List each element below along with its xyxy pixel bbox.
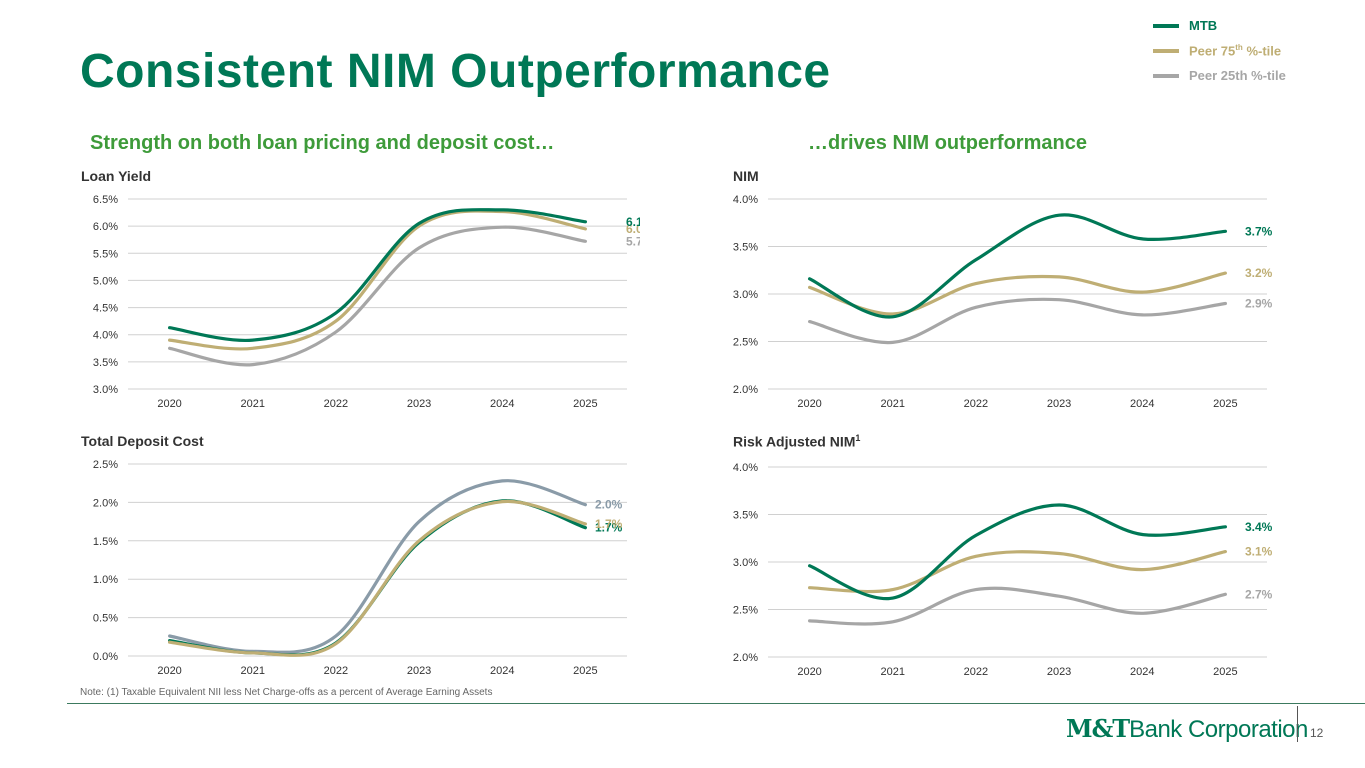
legend-item-mtb: MTB [1153, 13, 1286, 38]
y-tick-label: 2.0% [733, 652, 758, 664]
y-tick-label: 5.0% [93, 275, 118, 287]
data-label-peer-25th-tile: 2.0% [595, 498, 623, 512]
chart-title-nim: NIM [733, 168, 759, 184]
footnote: Note: (1) Taxable Equivalent NII less Ne… [80, 687, 493, 698]
x-tick-label: 2021 [881, 666, 905, 678]
y-tick-label: 5.5% [93, 248, 118, 260]
y-tick-label: 2.0% [733, 384, 758, 396]
slide-title: Consistent NIM Outperformance [80, 45, 831, 98]
series-line-mtb [808, 213, 1227, 319]
series-line-peer-75th-tile [808, 550, 1227, 594]
y-tick-label: 2.0% [93, 497, 118, 509]
data-label-peer-75th-tile: 3.1% [1245, 545, 1273, 559]
chart-title-loan-yield: Loan Yield [81, 168, 152, 184]
y-tick-label: 4.5% [93, 303, 118, 315]
data-label-peer-75th-tile: 6.0% [626, 222, 640, 236]
series-line-mtb [168, 208, 587, 343]
y-tick-label: 3.5% [93, 357, 118, 369]
legend-item-peer-25: Peer 25th %-tile [1153, 63, 1286, 88]
data-label-mtb: 3.7% [1245, 224, 1273, 238]
right-section-heading: …drives NIM outperformance [808, 132, 1087, 154]
y-tick-label: 2.5% [93, 459, 118, 471]
series-line-peer-25th-tile [808, 297, 1227, 345]
page-number-divider [1297, 706, 1298, 742]
x-tick-label: 2024 [490, 398, 514, 410]
series-line-peer-25th-tile [168, 479, 587, 654]
legend-swatch-peer-75 [1153, 48, 1179, 53]
series-line-peer-25th-tile [808, 586, 1227, 626]
x-tick-label: 2021 [881, 398, 905, 410]
series-line-peer-75th-tile [168, 209, 587, 351]
y-tick-label: 2.5% [733, 605, 758, 617]
series-line-mtb [808, 503, 1227, 601]
y-tick-label: 3.5% [733, 242, 758, 254]
x-tick-label: 2024 [1130, 398, 1154, 410]
y-tick-label: 1.0% [93, 574, 118, 586]
y-tick-label: 6.5% [93, 194, 118, 206]
chart-title-deposit-cost: Total Deposit Cost [81, 433, 204, 449]
x-tick-label: 2025 [1213, 398, 1237, 410]
data-label-peer-75th-tile: 1.7% [595, 517, 623, 531]
series-line-peer-75th-tile [808, 271, 1227, 316]
x-tick-label: 2024 [1130, 666, 1154, 678]
legend: MTB Peer 75th %-tile Peer 25th %-tile [1153, 13, 1286, 88]
series-line-peer-75th-tile [168, 499, 587, 658]
x-tick-label: 2022 [324, 398, 348, 410]
legend-label-peer-25: Peer 25th %-tile [1189, 68, 1286, 83]
x-tick-label: 2023 [1047, 398, 1071, 410]
y-tick-label: 3.0% [733, 289, 758, 301]
legend-swatch-peer-25 [1153, 73, 1179, 78]
legend-label-peer-75: Peer 75th %-tile [1189, 42, 1282, 59]
series-line-peer-25th-tile [168, 225, 587, 367]
y-tick-label: 3.0% [733, 557, 758, 569]
x-tick-label: 2025 [573, 665, 597, 677]
deposit-cost-chart: 0.0% 0.5% 1.0% 1.5% 2.0% 2.5% 2020 2021 2022 2023… [93, 459, 627, 677]
x-tick-label: 2022 [964, 398, 988, 410]
chart-title-risk-adjusted-nim: Risk Adjusted NIM1 [733, 433, 861, 450]
legend-label-mtb: MTB [1189, 18, 1218, 33]
x-tick-label: 2025 [1213, 666, 1237, 678]
data-label-peer-75th-tile: 3.2% [1245, 266, 1273, 280]
y-tick-label: 3.5% [733, 510, 758, 522]
x-tick-label: 2025 [573, 398, 597, 410]
y-tick-label: 4.0% [733, 194, 758, 206]
x-tick-label: 2024 [490, 665, 514, 677]
data-label-mtb: 3.4% [1245, 520, 1273, 534]
y-tick-label: 0.5% [93, 613, 118, 625]
legend-item-peer-75: Peer 75th %-tile [1153, 38, 1286, 63]
y-tick-label: 4.0% [733, 462, 758, 474]
x-tick-label: 2023 [1047, 666, 1071, 678]
x-tick-label: 2020 [797, 666, 821, 678]
y-tick-label: 3.0% [93, 384, 118, 396]
footer-divider [67, 703, 1365, 704]
x-tick-label: 2020 [157, 398, 181, 410]
data-label-mtb: 1.7% [595, 521, 623, 535]
data-label-peer-25th-tile: 2.9% [1245, 297, 1273, 311]
x-tick-label: 2020 [797, 398, 821, 410]
left-section-heading: Strength on both loan pricing and deposi… [90, 132, 555, 154]
x-tick-label: 2022 [324, 665, 348, 677]
risk-adjusted-nim-chart: 2.0% 2.5% 3.0% 3.5% 4.0% 2020 2021 2022 2023 2024… [733, 462, 1273, 678]
x-tick-label: 2021 [241, 398, 265, 410]
data-label-peer-25th-tile: 2.7% [1245, 587, 1273, 601]
x-tick-label: 2020 [157, 665, 181, 677]
data-label-peer-25th-tile: 5.7% [626, 234, 640, 248]
legend-swatch-mtb [1153, 23, 1179, 28]
page-number: 12 [1310, 726, 1324, 740]
loan-yield-chart: 3.0% 3.5% 4.0% 4.5% 5.0% 5.5% 6.0% 6.5% 2020 2021… [93, 194, 640, 410]
y-tick-label: 0.0% [93, 651, 118, 663]
x-tick-label: 2023 [407, 398, 431, 410]
y-tick-label: 6.0% [93, 221, 118, 233]
y-tick-label: 4.0% [93, 330, 118, 342]
company-logo: M&TBank Corporation [1066, 714, 1308, 743]
nim-chart: 2.0% 2.5% 3.0% 3.5% 4.0% 2020 2021 2022 2023 2024… [733, 194, 1273, 410]
x-tick-label: 2023 [407, 665, 431, 677]
data-label-mtb: 6.1% [626, 215, 640, 229]
y-tick-label: 1.5% [93, 536, 118, 548]
x-tick-label: 2021 [241, 665, 265, 677]
x-tick-label: 2022 [964, 666, 988, 678]
y-tick-label: 2.5% [733, 337, 758, 349]
